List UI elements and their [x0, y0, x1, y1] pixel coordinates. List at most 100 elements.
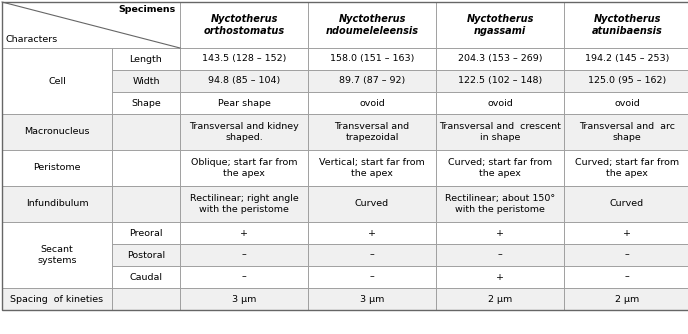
- Text: Transversal and kidney
shaped.: Transversal and kidney shaped.: [189, 122, 299, 142]
- Text: Caudal: Caudal: [129, 273, 162, 282]
- Bar: [564, 150, 688, 186]
- Text: –: –: [241, 250, 246, 260]
- Text: 194.2 (145 – 253): 194.2 (145 – 253): [585, 54, 669, 63]
- Text: Specimens: Specimens: [119, 5, 176, 14]
- Text: Nyctotherus
atunibaensis: Nyctotherus atunibaensis: [592, 14, 663, 36]
- Bar: [112, 288, 180, 310]
- Bar: [436, 266, 564, 288]
- Text: Peristome: Peristome: [33, 164, 80, 172]
- Text: 143.5 (128 – 152): 143.5 (128 – 152): [202, 54, 286, 63]
- Bar: [2, 150, 112, 186]
- Text: +: +: [240, 228, 248, 237]
- Text: 158.0 (151 – 163): 158.0 (151 – 163): [330, 54, 414, 63]
- Bar: [436, 92, 564, 114]
- Bar: [112, 150, 180, 186]
- Bar: [436, 70, 564, 92]
- Bar: [112, 222, 180, 244]
- Bar: [564, 222, 688, 244]
- Bar: [436, 222, 564, 244]
- Text: Shape: Shape: [131, 99, 161, 108]
- Text: Oblique; start far from
the apex: Oblique; start far from the apex: [191, 158, 297, 178]
- Text: –: –: [625, 250, 630, 260]
- Text: +: +: [496, 228, 504, 237]
- Text: Infundibulum: Infundibulum: [25, 199, 88, 208]
- Text: Characters: Characters: [6, 35, 58, 44]
- Bar: [2, 222, 112, 288]
- Text: Preoral: Preoral: [129, 228, 163, 237]
- Bar: [180, 114, 308, 150]
- Text: –: –: [369, 250, 374, 260]
- Text: Curved; start far from
the apex: Curved; start far from the apex: [448, 158, 552, 178]
- Text: ovoid: ovoid: [359, 99, 385, 108]
- Text: 125.0 (95 – 162): 125.0 (95 – 162): [588, 76, 666, 86]
- Bar: [308, 114, 436, 150]
- Bar: [2, 48, 112, 114]
- Text: 2 μm: 2 μm: [615, 295, 639, 304]
- Text: Cell: Cell: [48, 76, 66, 86]
- Text: 204.3 (153 – 269): 204.3 (153 – 269): [458, 54, 542, 63]
- Bar: [436, 114, 564, 150]
- Text: Curved: Curved: [355, 199, 389, 208]
- Text: Curved; start far from
the apex: Curved; start far from the apex: [575, 158, 679, 178]
- Text: Nyctotherus
orthostomatus: Nyctotherus orthostomatus: [204, 14, 285, 36]
- Bar: [564, 244, 688, 266]
- Text: Nyctotherus
ndoumeleleensis: Nyctotherus ndoumeleleensis: [325, 14, 418, 36]
- Text: Width: Width: [132, 76, 160, 86]
- Bar: [436, 2, 564, 48]
- Text: ovoid: ovoid: [614, 99, 640, 108]
- Bar: [180, 244, 308, 266]
- Bar: [2, 114, 112, 150]
- Text: Postoral: Postoral: [127, 250, 165, 260]
- Bar: [436, 150, 564, 186]
- Bar: [112, 48, 180, 70]
- Bar: [564, 70, 688, 92]
- Text: 89.7 (87 – 92): 89.7 (87 – 92): [339, 76, 405, 86]
- Text: 2 μm: 2 μm: [488, 295, 512, 304]
- Bar: [308, 92, 436, 114]
- Bar: [308, 244, 436, 266]
- Bar: [308, 266, 436, 288]
- Bar: [2, 2, 180, 48]
- Bar: [564, 266, 688, 288]
- Bar: [112, 114, 180, 150]
- Text: 3 μm: 3 μm: [360, 295, 384, 304]
- Bar: [564, 114, 688, 150]
- Bar: [112, 186, 180, 222]
- Text: Transversal and
trapezoidal: Transversal and trapezoidal: [334, 122, 409, 142]
- Bar: [112, 244, 180, 266]
- Bar: [308, 70, 436, 92]
- Text: Transversal and  crescent
in shape: Transversal and crescent in shape: [439, 122, 561, 142]
- Text: 122.5 (102 – 148): 122.5 (102 – 148): [458, 76, 542, 86]
- Text: –: –: [241, 273, 246, 282]
- Text: Secant
systems: Secant systems: [37, 245, 77, 265]
- Text: Macronucleus: Macronucleus: [24, 128, 89, 137]
- Text: Rectilinear; right angle
with the peristome: Rectilinear; right angle with the perist…: [190, 194, 299, 214]
- Bar: [2, 186, 112, 222]
- Bar: [180, 222, 308, 244]
- Bar: [564, 92, 688, 114]
- Bar: [180, 92, 308, 114]
- Text: 94.8 (85 – 104): 94.8 (85 – 104): [208, 76, 280, 86]
- Bar: [436, 288, 564, 310]
- Bar: [564, 186, 688, 222]
- Bar: [436, 186, 564, 222]
- Bar: [308, 288, 436, 310]
- Bar: [180, 288, 308, 310]
- Bar: [436, 244, 564, 266]
- Text: –: –: [369, 273, 374, 282]
- Bar: [308, 48, 436, 70]
- Text: Spacing  of kineties: Spacing of kineties: [10, 295, 104, 304]
- Bar: [436, 48, 564, 70]
- Text: +: +: [496, 273, 504, 282]
- Text: +: +: [368, 228, 376, 237]
- Text: ovoid: ovoid: [487, 99, 513, 108]
- Bar: [180, 150, 308, 186]
- Text: Transversal and  arc
shape: Transversal and arc shape: [579, 122, 675, 142]
- Bar: [308, 2, 436, 48]
- Text: Nyctotherus
ngassami: Nyctotherus ngassami: [466, 14, 534, 36]
- Text: 3 μm: 3 μm: [232, 295, 256, 304]
- Bar: [308, 222, 436, 244]
- Bar: [112, 92, 180, 114]
- Text: Curved: Curved: [610, 199, 644, 208]
- Bar: [112, 266, 180, 288]
